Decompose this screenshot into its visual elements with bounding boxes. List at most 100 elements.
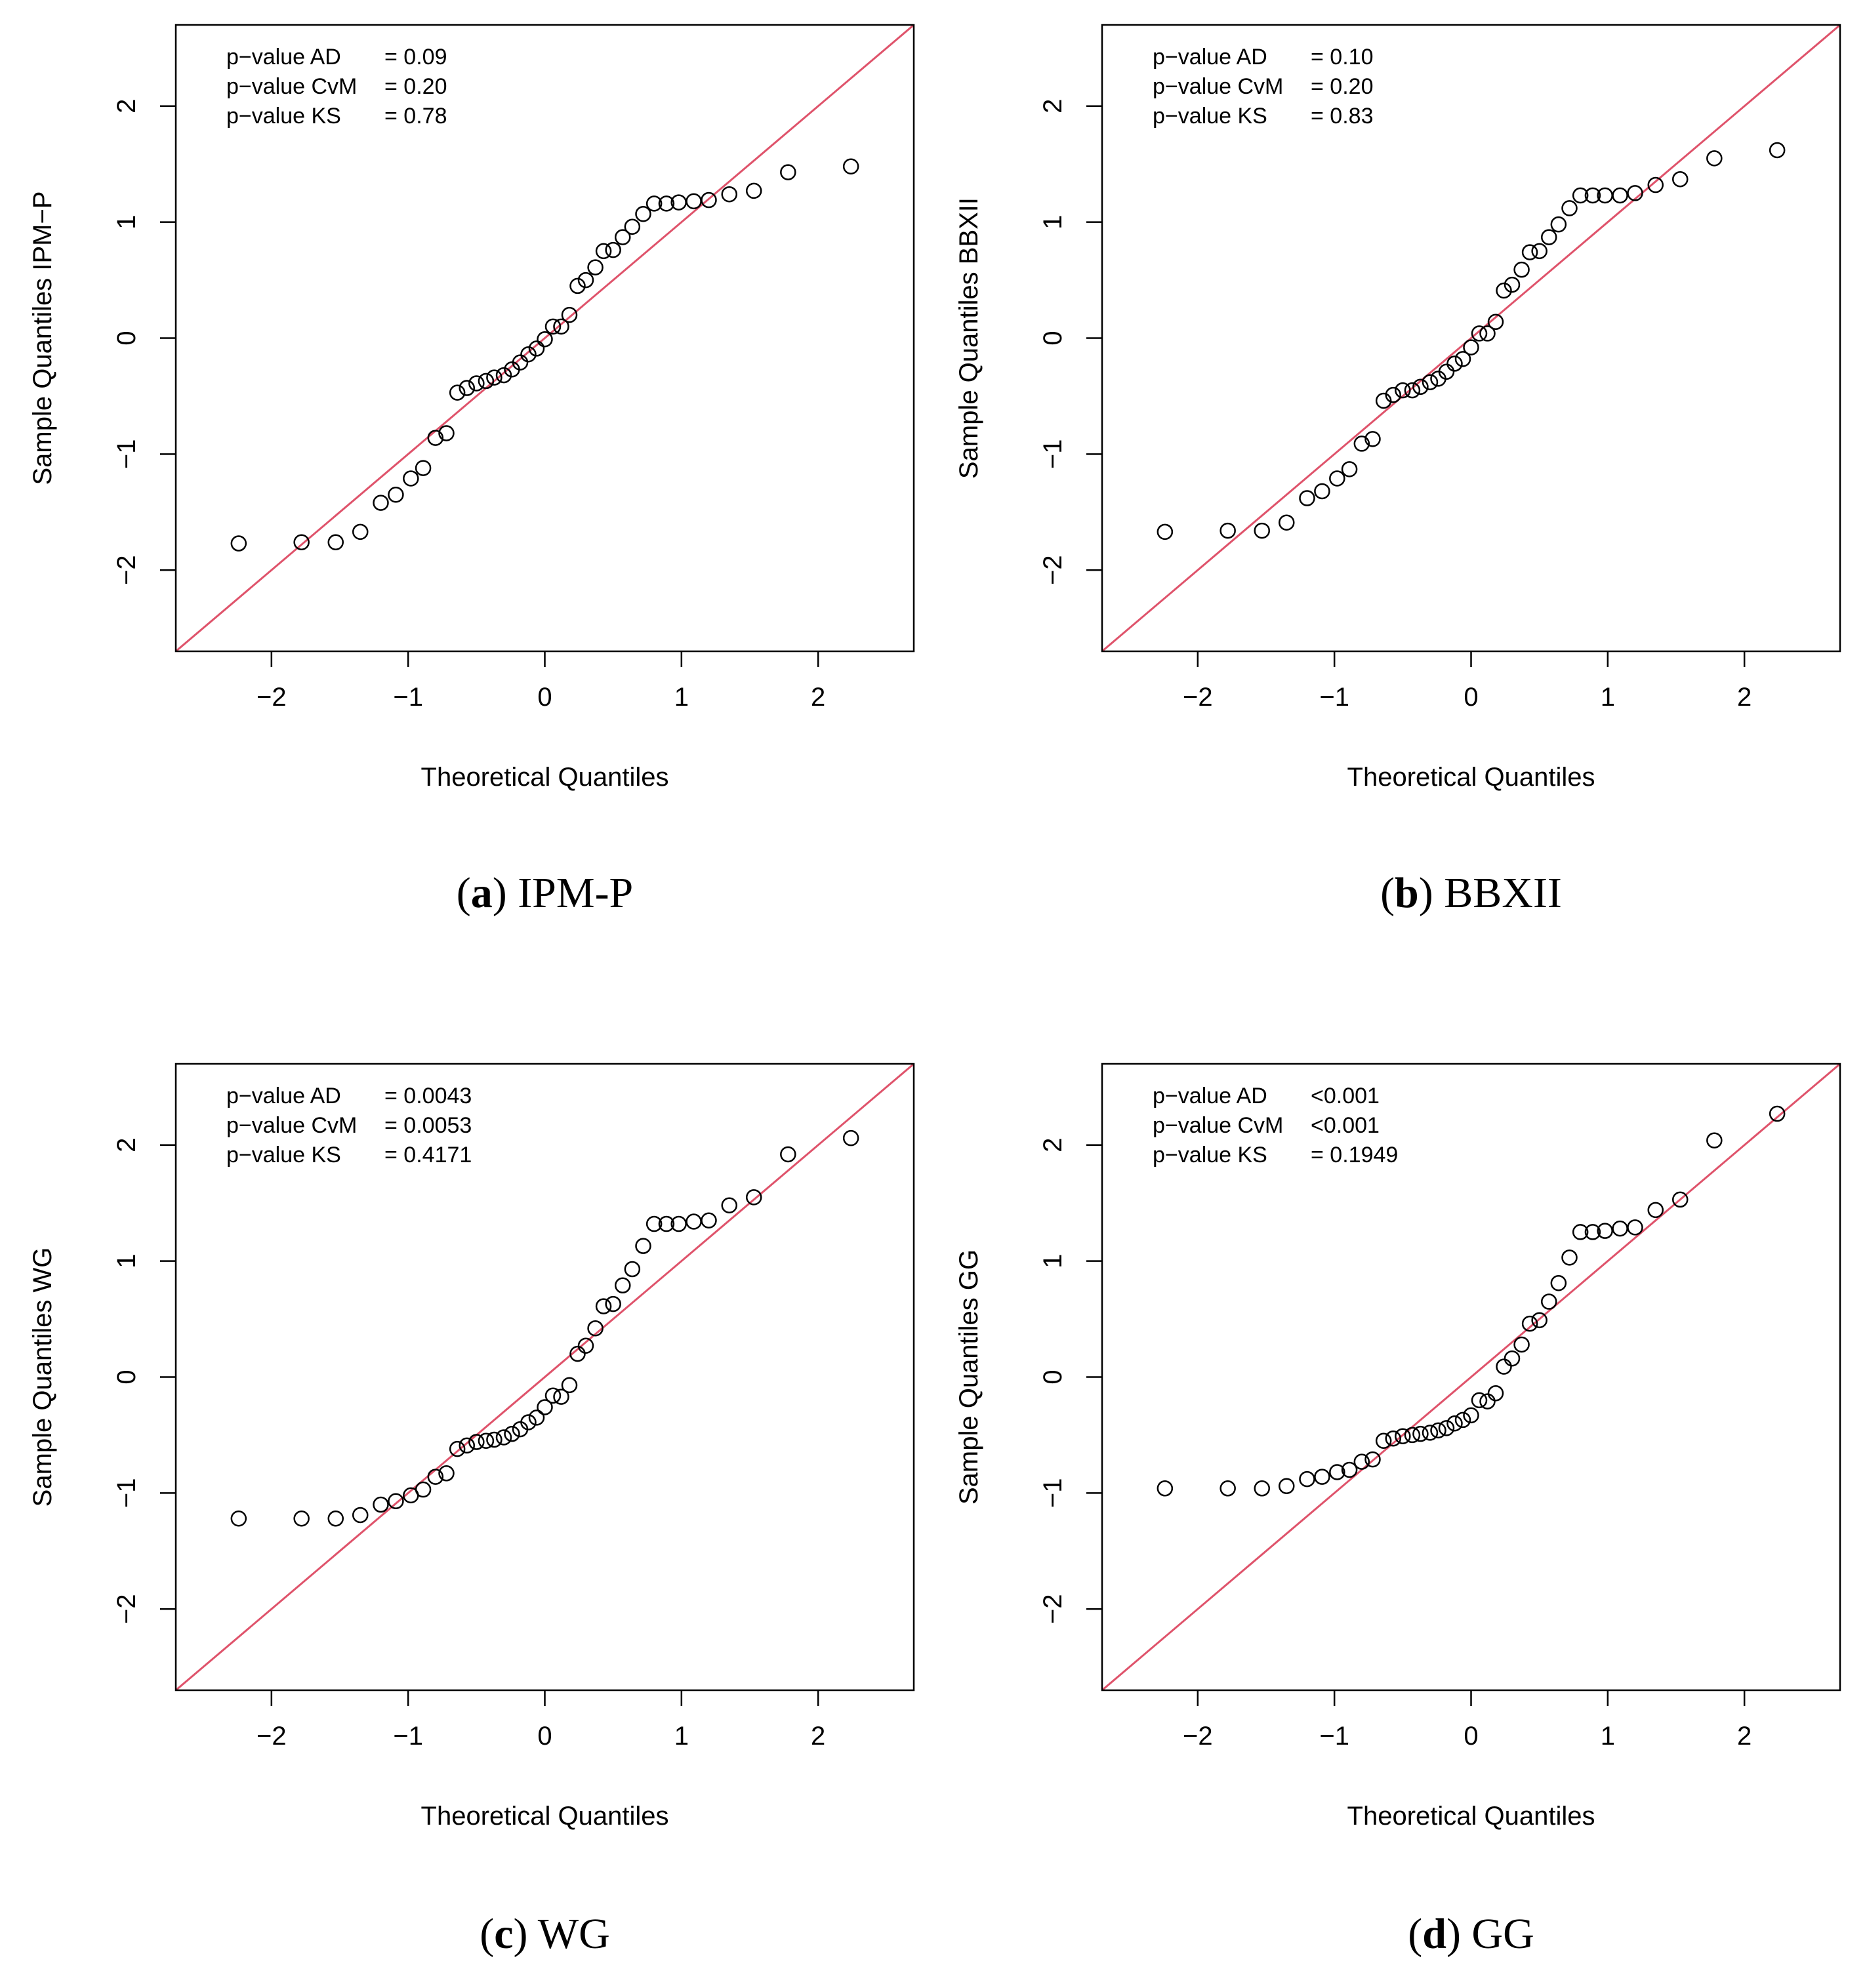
data-point (1584, 1224, 1601, 1240)
data-point (1521, 244, 1538, 260)
pvalue-value: = 0.09 (384, 45, 447, 70)
pvalue-label: p−value CvM (226, 74, 357, 99)
data-point (746, 1189, 762, 1206)
data-point (1412, 1425, 1429, 1442)
x-tick-label: −1 (1319, 1722, 1349, 1751)
panel-caption: (a) IPM-P (457, 869, 634, 917)
y-axis-label: Sample Quantiles WG (28, 1248, 57, 1507)
caption-paren-close: ) (514, 1910, 538, 1958)
data-point (528, 1410, 545, 1426)
pvalue-label: p−value CvM (1153, 1113, 1283, 1138)
x-tick-label: 0 (1464, 683, 1478, 712)
data-point (1314, 1469, 1330, 1485)
x-axis-label: Theoretical Quantiles (421, 763, 669, 792)
data-point (605, 1295, 621, 1312)
data-point (1496, 1358, 1512, 1375)
pvalue-label: p−value KS (1153, 1143, 1267, 1167)
data-point (459, 380, 475, 396)
x-tick-label: −2 (1183, 1722, 1213, 1751)
data-point (468, 1434, 485, 1450)
data-point (1385, 1430, 1401, 1447)
x-tick-label: −2 (1183, 683, 1213, 712)
caption-letter: b (1395, 869, 1419, 917)
data-point (1157, 523, 1174, 540)
data-point (415, 460, 432, 476)
data-point (595, 243, 612, 260)
data-point (438, 1465, 455, 1482)
data-point (449, 1440, 466, 1457)
data-point (780, 1146, 796, 1163)
data-point (561, 306, 578, 323)
x-tick-label: 2 (1737, 683, 1752, 712)
data-point (504, 1425, 520, 1442)
data-point (635, 1238, 651, 1254)
data-point (449, 384, 466, 401)
data-point (1454, 1411, 1471, 1429)
y-tick-label: 2 (112, 1138, 141, 1152)
pvalue-value: = 0.20 (384, 74, 447, 99)
y-tick-label: 2 (1038, 1138, 1067, 1152)
data-point (1279, 514, 1295, 531)
reference-line (1102, 25, 1840, 651)
x-tick-label: 1 (674, 683, 689, 712)
y-axis-label: Sample Quantiles BBXII (954, 197, 983, 479)
reference-line (1102, 1064, 1840, 1690)
data-point (1299, 1471, 1315, 1488)
y-tick-label: 0 (112, 1369, 141, 1384)
data-point (1706, 150, 1723, 167)
caption-letter: a (471, 869, 493, 917)
data-point (1513, 261, 1530, 278)
data-point (459, 1437, 475, 1454)
panel-caption: (c) WG (480, 1910, 610, 1958)
data-point (701, 1212, 717, 1228)
data-point (1513, 1336, 1530, 1353)
data-point (1219, 1480, 1236, 1497)
caption-name: BBXII (1444, 869, 1562, 917)
caption-paren-open: ( (1380, 869, 1395, 917)
data-point (293, 1511, 310, 1527)
pvalue-label: p−value CvM (226, 1113, 357, 1138)
data-point (1471, 325, 1488, 342)
data-point (569, 1345, 586, 1362)
data-point (1769, 1105, 1786, 1122)
data-point (495, 367, 512, 384)
data-point (544, 318, 562, 335)
data-point (427, 430, 444, 446)
data-point (587, 259, 604, 275)
pvalue-value: = 0.78 (384, 104, 447, 129)
x-tick-label: 1 (1601, 683, 1615, 712)
data-point (1438, 1420, 1455, 1436)
data-point (486, 369, 502, 386)
data-point (293, 534, 310, 551)
data-point (352, 523, 369, 540)
data-point (1647, 176, 1664, 193)
data-point (615, 1277, 631, 1294)
data-point (1672, 1191, 1689, 1208)
reference-line (176, 1064, 914, 1690)
data-point (495, 1429, 512, 1446)
y-tick-label: −1 (1038, 439, 1067, 470)
data-point (403, 470, 419, 487)
caption-paren-open: ( (457, 869, 471, 917)
x-tick-label: −1 (393, 683, 423, 712)
data-point (1438, 363, 1455, 380)
y-tick-label: −2 (1038, 1594, 1067, 1624)
data-point (327, 1511, 344, 1527)
data-point (1219, 522, 1236, 539)
data-point (230, 535, 247, 552)
x-tick-label: 1 (674, 1722, 689, 1751)
data-point (1550, 216, 1567, 233)
data-point (1487, 1385, 1504, 1402)
pvalue-label: p−value AD (1153, 1084, 1267, 1108)
data-point (1550, 1275, 1567, 1291)
pvalue-value: = 0.0053 (384, 1113, 472, 1138)
pvalue-label: p−value KS (226, 1143, 341, 1167)
data-point (1341, 1461, 1358, 1478)
x-tick-label: −1 (393, 1722, 423, 1751)
data-point (1412, 378, 1429, 396)
data-point (1353, 1453, 1370, 1470)
data-point (780, 164, 796, 180)
caption-name: WG (538, 1910, 610, 1958)
data-point (561, 1377, 578, 1394)
data-point (1531, 243, 1547, 260)
